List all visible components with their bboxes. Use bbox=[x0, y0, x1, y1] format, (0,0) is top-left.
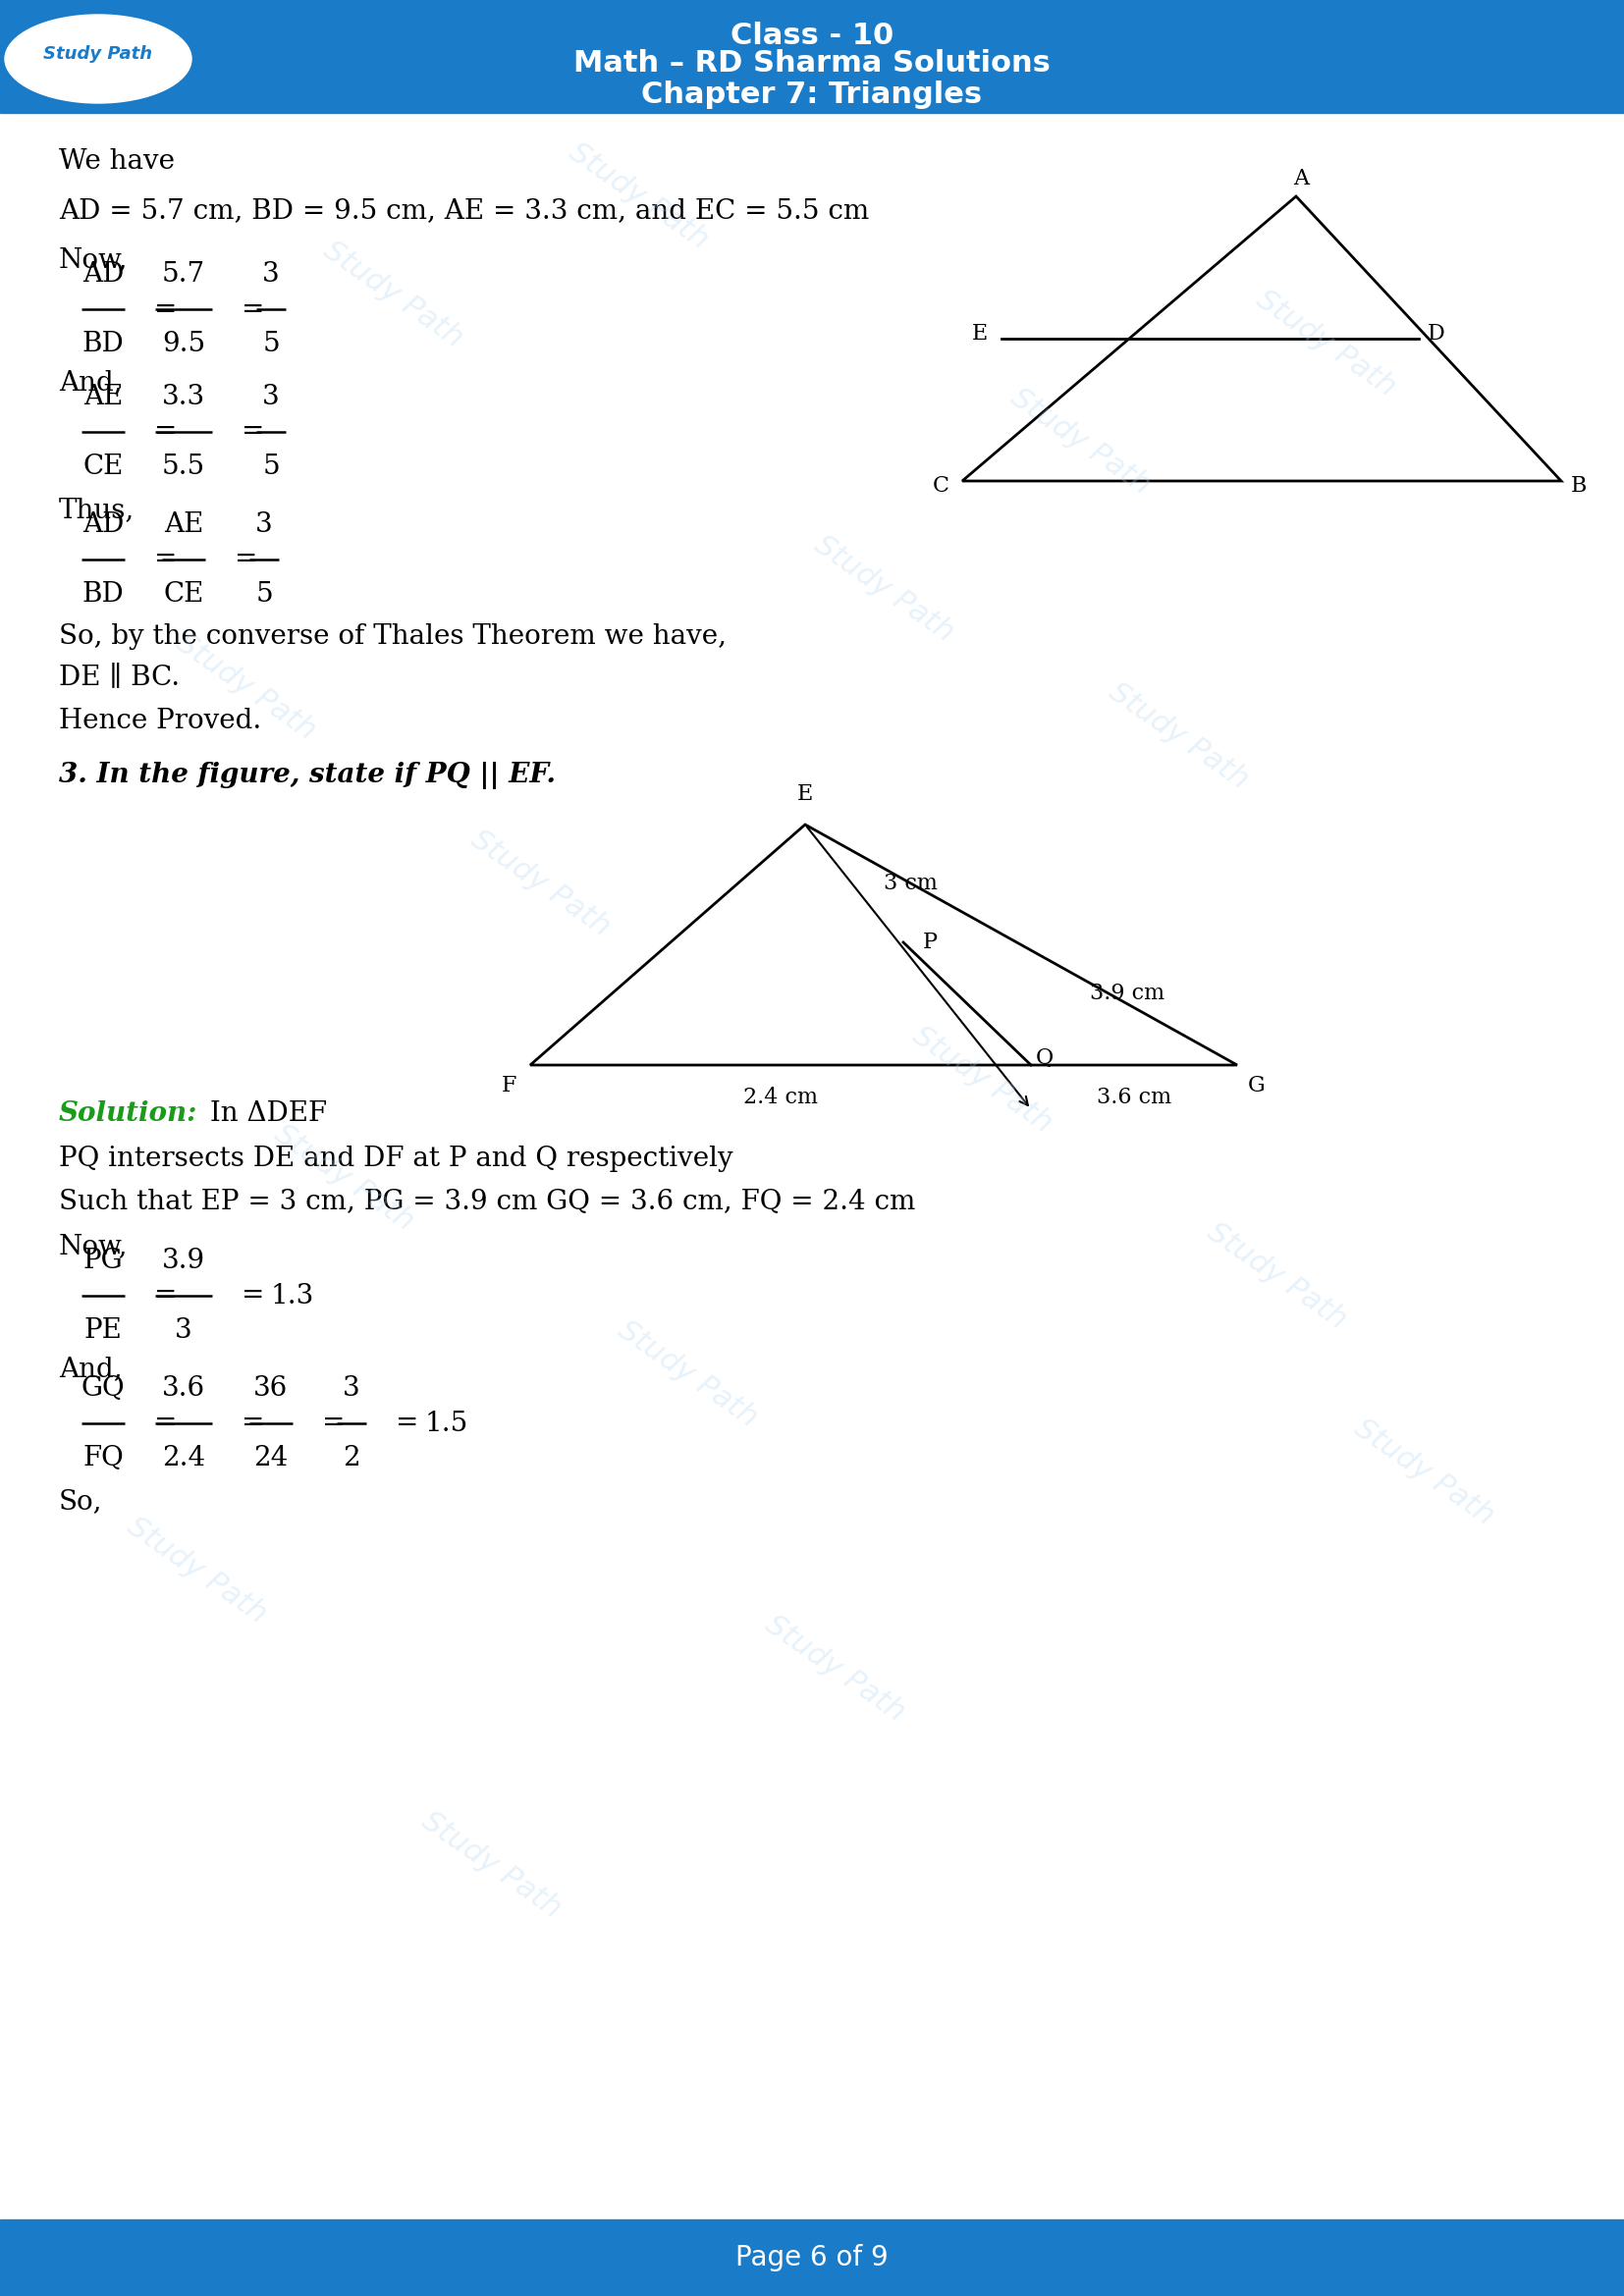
Text: Study Path: Study Path bbox=[464, 824, 615, 941]
Text: So, by the converse of Thales Theorem we have,: So, by the converse of Thales Theorem we… bbox=[58, 622, 726, 650]
Text: 36: 36 bbox=[253, 1375, 289, 1403]
Text: 24: 24 bbox=[253, 1444, 289, 1472]
Text: =: = bbox=[242, 1283, 265, 1309]
Text: Q: Q bbox=[1036, 1047, 1054, 1070]
Text: 5.7: 5.7 bbox=[162, 262, 205, 287]
Text: AD: AD bbox=[83, 262, 123, 287]
Text: 3. In the figure, state if PQ || EF.: 3. In the figure, state if PQ || EF. bbox=[58, 762, 555, 790]
Text: =: = bbox=[396, 1410, 419, 1437]
Text: 3.9 cm: 3.9 cm bbox=[1090, 983, 1164, 1003]
Text: 3.9: 3.9 bbox=[162, 1247, 205, 1274]
Text: =: = bbox=[322, 1410, 344, 1437]
Text: PG: PG bbox=[83, 1247, 123, 1274]
Text: Study Path: Study Path bbox=[809, 530, 958, 647]
Text: GQ: GQ bbox=[81, 1375, 125, 1403]
Text: =: = bbox=[242, 1410, 265, 1437]
Text: Hence Proved.: Hence Proved. bbox=[58, 707, 261, 735]
Text: Class - 10: Class - 10 bbox=[731, 21, 893, 51]
Text: Thus,: Thus, bbox=[58, 498, 135, 523]
Text: =: = bbox=[154, 418, 177, 445]
Text: CE: CE bbox=[83, 455, 123, 480]
Text: G: G bbox=[1249, 1075, 1265, 1097]
Text: Chapter 7: Triangles: Chapter 7: Triangles bbox=[641, 80, 983, 108]
Text: 1.5: 1.5 bbox=[425, 1410, 469, 1437]
Text: 2.4 cm: 2.4 cm bbox=[744, 1086, 818, 1109]
Text: 3.3: 3.3 bbox=[162, 383, 205, 411]
Text: Study Path: Study Path bbox=[1005, 383, 1155, 501]
Text: Study Path: Study Path bbox=[1202, 1217, 1351, 1334]
Text: =: = bbox=[242, 418, 265, 445]
Text: C: C bbox=[932, 475, 948, 496]
Text: Study Path: Study Path bbox=[44, 46, 153, 62]
Text: We have: We have bbox=[58, 149, 175, 174]
Text: 2.4: 2.4 bbox=[162, 1444, 205, 1472]
Text: PQ intersects DE and DF at P and Q respectively: PQ intersects DE and DF at P and Q respe… bbox=[58, 1146, 732, 1171]
Text: Study Path: Study Path bbox=[1103, 677, 1254, 794]
Text: CE: CE bbox=[164, 581, 205, 608]
Text: AE: AE bbox=[83, 383, 123, 411]
Text: Study Path: Study Path bbox=[171, 629, 320, 746]
Text: FQ: FQ bbox=[83, 1444, 123, 1472]
Text: =: = bbox=[234, 546, 258, 572]
Text: =: = bbox=[154, 296, 177, 321]
Text: 3: 3 bbox=[263, 262, 279, 287]
Text: 3.6 cm: 3.6 cm bbox=[1096, 1086, 1171, 1109]
Text: 5.5: 5.5 bbox=[162, 455, 205, 480]
Text: A: A bbox=[1293, 168, 1309, 191]
Text: In ΔDEF: In ΔDEF bbox=[201, 1100, 326, 1127]
Text: D: D bbox=[1427, 324, 1445, 344]
Text: Such that EP = 3 cm, PG = 3.9 cm GQ = 3.6 cm, FQ = 2.4 cm: Such that EP = 3 cm, PG = 3.9 cm GQ = 3.… bbox=[58, 1189, 916, 1215]
Text: 5: 5 bbox=[255, 581, 273, 608]
Ellipse shape bbox=[5, 14, 192, 103]
Text: Study Path: Study Path bbox=[1250, 285, 1400, 402]
Text: AD: AD bbox=[83, 512, 123, 537]
Text: And,: And, bbox=[58, 1357, 122, 1382]
Text: BD: BD bbox=[83, 331, 123, 358]
Text: Study Path: Study Path bbox=[612, 1316, 762, 1433]
Text: So,: So, bbox=[58, 1488, 102, 1515]
Text: P: P bbox=[922, 932, 937, 953]
Text: Study Path: Study Path bbox=[122, 1513, 271, 1630]
Text: AE: AE bbox=[164, 512, 203, 537]
Text: Study Path: Study Path bbox=[760, 1609, 909, 1727]
Text: 3: 3 bbox=[175, 1318, 192, 1343]
Text: B: B bbox=[1570, 475, 1587, 496]
Text: Now,: Now, bbox=[58, 1233, 128, 1261]
Text: 3: 3 bbox=[263, 383, 279, 411]
Text: 3: 3 bbox=[343, 1375, 361, 1403]
Text: F: F bbox=[502, 1075, 516, 1097]
Bar bbox=[0, 0, 1624, 113]
Text: Study Path: Study Path bbox=[1348, 1414, 1499, 1531]
Text: 5: 5 bbox=[263, 331, 279, 358]
Text: 2: 2 bbox=[343, 1444, 361, 1472]
Text: PE: PE bbox=[84, 1318, 122, 1343]
Text: DE ∥ BC.: DE ∥ BC. bbox=[58, 664, 180, 691]
Text: =: = bbox=[242, 296, 265, 321]
Text: Page 6 of 9: Page 6 of 9 bbox=[736, 2243, 888, 2271]
Text: Study Path: Study Path bbox=[564, 138, 713, 255]
Text: =: = bbox=[154, 1283, 177, 1309]
Text: 9.5: 9.5 bbox=[162, 331, 205, 358]
Text: =: = bbox=[154, 1410, 177, 1437]
Text: =: = bbox=[154, 546, 177, 572]
Text: 1.3: 1.3 bbox=[271, 1283, 315, 1309]
Text: 3 cm: 3 cm bbox=[883, 872, 937, 893]
Text: Study Path: Study Path bbox=[268, 1120, 419, 1238]
Text: AD = 5.7 cm, BD = 9.5 cm, AE = 3.3 cm, and EC = 5.5 cm: AD = 5.7 cm, BD = 9.5 cm, AE = 3.3 cm, a… bbox=[58, 197, 869, 225]
Text: E: E bbox=[797, 783, 814, 806]
Text: BD: BD bbox=[83, 581, 123, 608]
Text: Study Path: Study Path bbox=[318, 236, 468, 354]
Text: And,: And, bbox=[58, 370, 122, 397]
Text: 5: 5 bbox=[263, 455, 279, 480]
Text: Now,: Now, bbox=[58, 248, 128, 273]
Text: Solution:: Solution: bbox=[58, 1100, 198, 1127]
Text: 3.6: 3.6 bbox=[162, 1375, 205, 1403]
Text: Study Path: Study Path bbox=[906, 1022, 1057, 1139]
Text: Study Path: Study Path bbox=[416, 1807, 567, 1924]
Text: E: E bbox=[971, 324, 987, 344]
Text: 3: 3 bbox=[255, 512, 273, 537]
Bar bbox=[0, 2220, 1624, 2296]
Text: Math – RD Sharma Solutions: Math – RD Sharma Solutions bbox=[573, 48, 1051, 78]
